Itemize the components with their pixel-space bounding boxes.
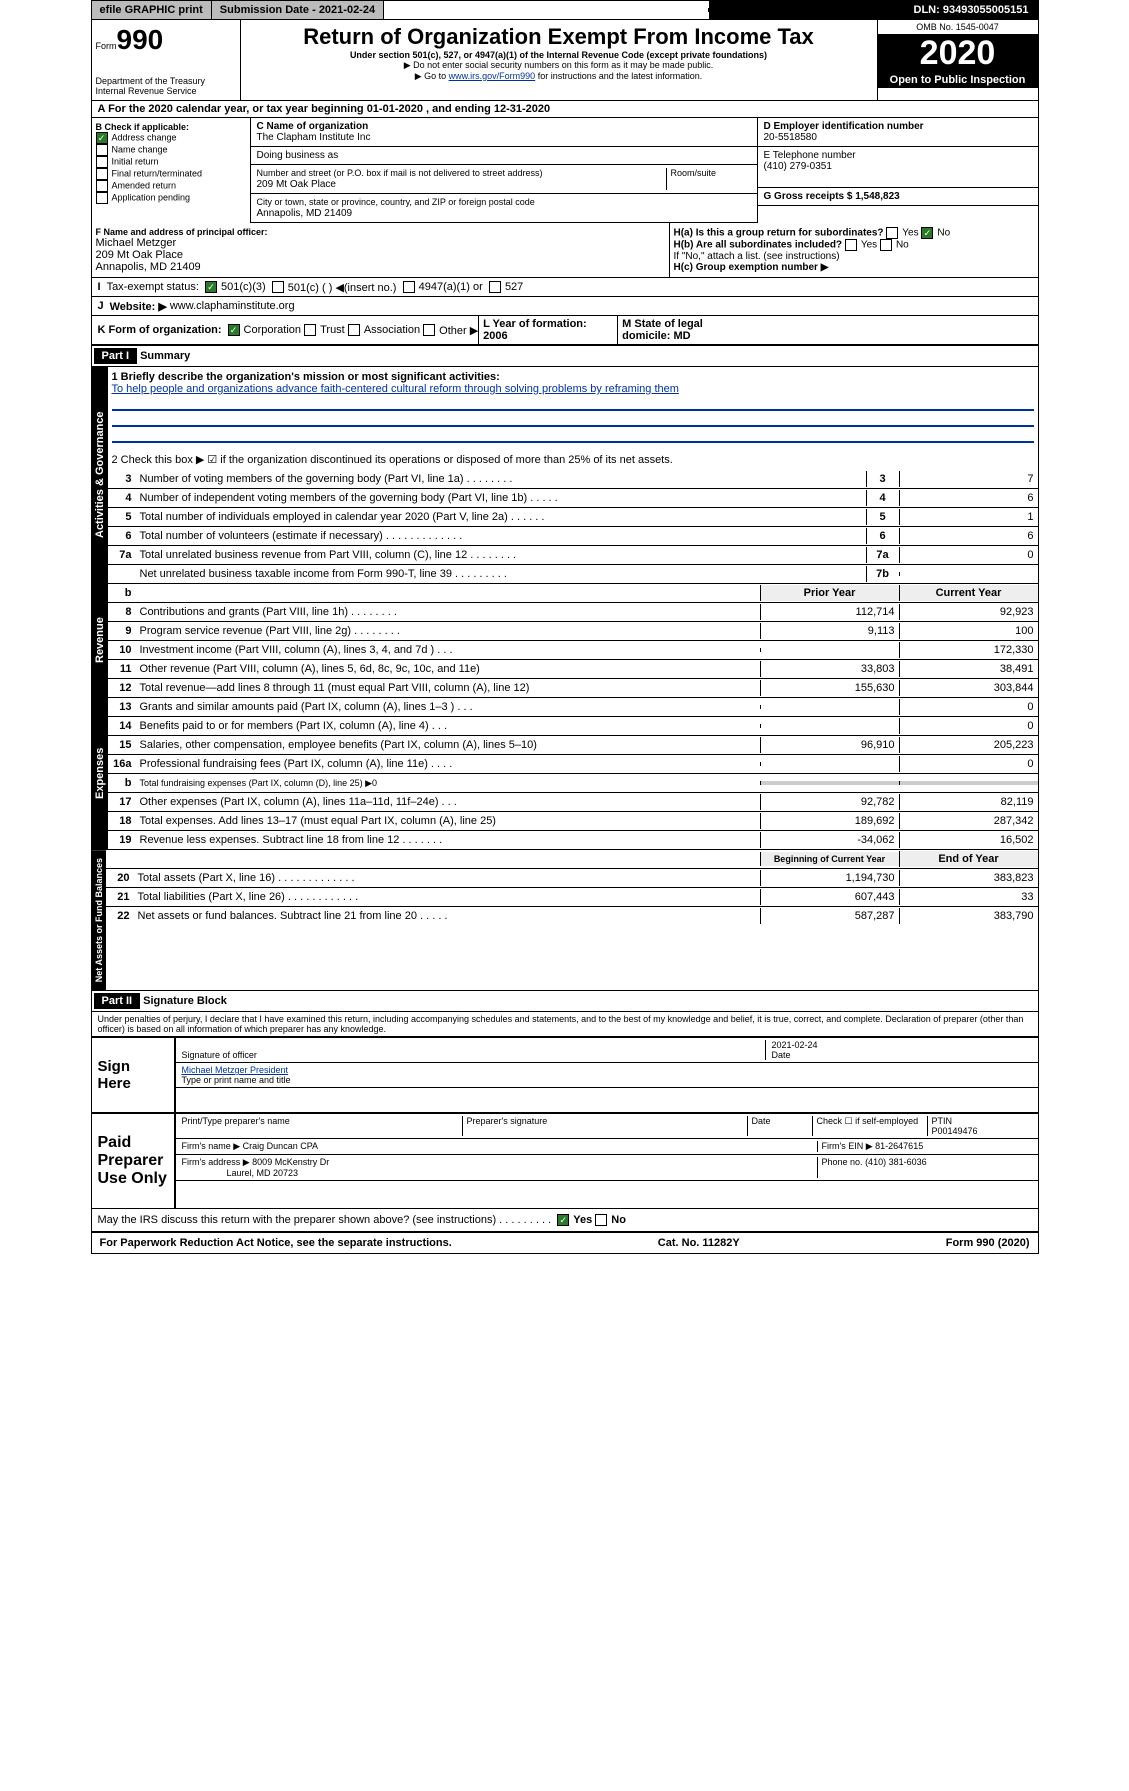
box-de: D Employer identification number20-55185… [758, 118, 1038, 223]
efile-btn[interactable]: efile GRAPHIC print [92, 1, 212, 19]
dln: DLN: 93493055005151 [709, 1, 1038, 19]
hb-no[interactable] [880, 239, 892, 251]
main-title: Return of Organization Exempt From Incom… [245, 24, 873, 50]
topbar: efile GRAPHIC print Submission Date - 20… [92, 1, 1038, 20]
tax-year: 2020 [878, 35, 1038, 72]
expense-rows: 13Grants and similar amounts paid (Part … [108, 698, 1038, 849]
omb: OMB No. 1545-0047 [878, 20, 1038, 35]
header: Form990 Department of the Treasury Inter… [92, 20, 1038, 101]
netasset-rows: 20Total assets (Part X, line 16) . . . .… [106, 869, 1038, 925]
ha-yes[interactable] [886, 227, 898, 239]
sign-block: Sign Here Signature of officer2021-02-24… [92, 1036, 1038, 1112]
part1-hdr: Part I [94, 348, 138, 364]
netassets-section: Net Assets or Fund Balances Beginning of… [92, 850, 1038, 991]
activity-rows: 3Number of voting members of the governi… [108, 470, 1038, 583]
activities-section: Activities & Governance 1 Briefly descri… [92, 367, 1038, 584]
gross-receipts: G Gross receipts $ 1,548,823 [764, 191, 900, 202]
revenue-rows: 8Contributions and grants (Part VIII, li… [108, 603, 1038, 697]
officer-sig: Michael Metzger President [182, 1065, 289, 1075]
header-boxes: B Check if applicable: ✓Address changeNa… [92, 118, 1038, 223]
irs-link[interactable]: www.irs.gov/Form990 [449, 71, 536, 81]
mission: To help people and organizations advance… [112, 383, 679, 395]
checklist-b: ✓Address changeName changeInitial return… [96, 132, 246, 204]
firm-name: Craig Duncan CPA [243, 1141, 318, 1151]
section-a: A For the 2020 calendar year, or tax yea… [92, 101, 1038, 118]
submission-date: Submission Date - 2021-02-24 [212, 1, 384, 19]
dept: Department of the Treasury Internal Reve… [96, 76, 236, 96]
box-b: B Check if applicable: ✓Address changeNa… [92, 118, 251, 223]
hb-yes[interactable] [845, 239, 857, 251]
ptin: P00149476 [932, 1126, 978, 1136]
row-fgh: F Name and address of principal officer:… [92, 223, 1038, 278]
ha-no[interactable]: ✓ [921, 227, 933, 239]
perjury: Under penalties of perjury, I declare th… [92, 1012, 1038, 1036]
paid-preparer-block: Paid Preparer Use Only Print/Type prepar… [92, 1112, 1038, 1208]
form-container: efile GRAPHIC print Submission Date - 20… [91, 0, 1039, 1254]
officer-name: Michael Metzger [96, 237, 665, 249]
footer: For Paperwork Reduction Act Notice, see … [92, 1232, 1038, 1253]
box-c: C Name of organizationThe Clapham Instit… [251, 118, 758, 223]
part2-hdr: Part II [94, 993, 141, 1009]
org-addr: 209 Mt Oak Place [257, 179, 336, 190]
discuss-yes[interactable]: ✓ [557, 1214, 569, 1226]
form-number: 990 [117, 24, 164, 55]
org-name: The Clapham Institute Inc [257, 132, 371, 143]
org-city: Annapolis, MD 21409 [257, 208, 353, 219]
phone: (410) 279-0351 [764, 161, 832, 172]
expenses-section: Expenses 13Grants and similar amounts pa… [92, 698, 1038, 850]
website: www.claphaminstitute.org [170, 300, 295, 312]
revenue-section: Revenue bPrior YearCurrent Year 8Contrib… [92, 584, 1038, 698]
discuss-no[interactable] [595, 1214, 607, 1226]
open-to-public: Open to Public Inspection [878, 72, 1038, 88]
ein: 20-5518580 [764, 132, 817, 143]
